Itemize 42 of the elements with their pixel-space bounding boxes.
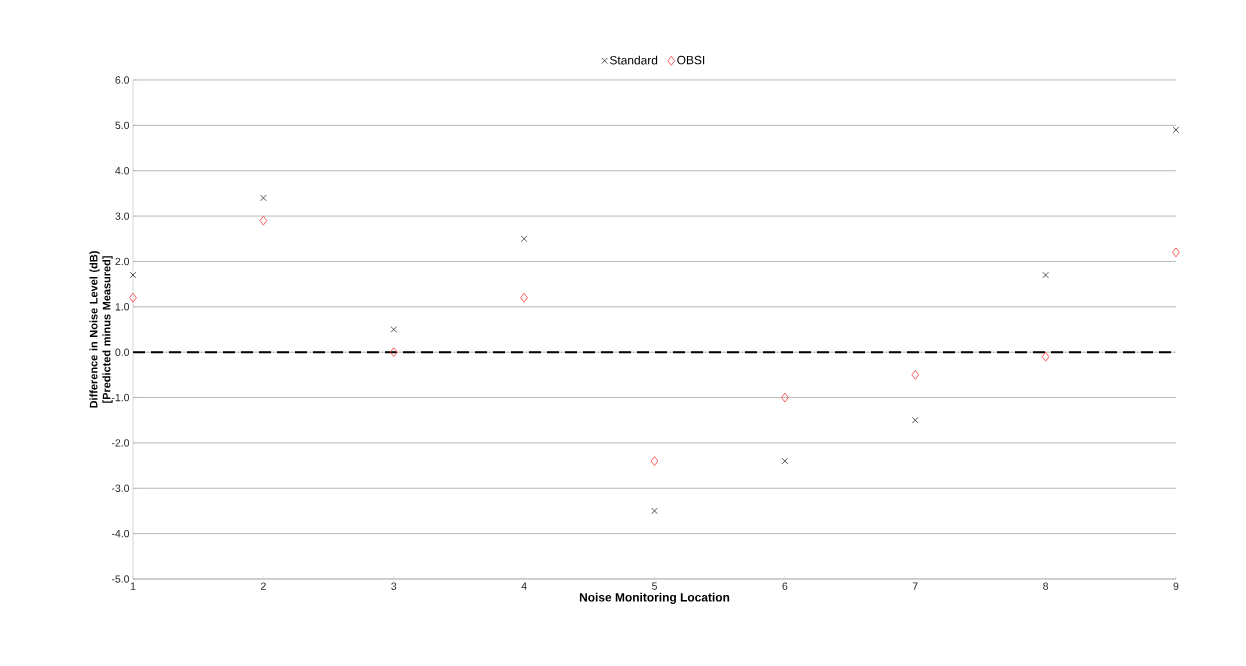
point [781,392,789,403]
x-tick-label: 4 [521,582,527,590]
point [259,215,268,226]
x-axis-title: Noise Monitoring Location [579,592,730,604]
x-tick-label: 9 [1173,582,1179,590]
y-tick-label: 2.0 [115,257,130,266]
y-tick-label: -1.0 [111,393,130,402]
x-tick-label: 3 [391,582,397,590]
point [129,292,137,303]
point [1042,271,1049,279]
point [390,326,398,333]
y-tick-label: 0.0 [115,348,130,356]
y-tick-label: 6.0 [115,76,130,84]
point [389,347,398,358]
y-tick-label: 3.0 [115,212,130,220]
point [781,457,789,465]
x-tick-label: 8 [1043,582,1049,590]
legend-label: Standard [609,55,658,65]
point [650,456,659,466]
y-tick-label: 5.0 [115,121,130,130]
y-tick-label: -5.0 [111,575,130,583]
y-axis-title: Difference in Noise Level (dB) [Predicted minus Measured] [89,251,113,408]
y-tick-label: -3.0 [111,484,130,492]
y-tick-label: 4.0 [115,167,130,175]
point [260,194,267,202]
point [911,416,919,424]
x-tick-label: 5 [652,582,657,590]
x-tick-label: 7 [912,582,918,590]
point [1172,126,1180,134]
legend-label: OBSI [677,55,705,65]
x-tick-label: 6 [782,582,788,590]
point [1041,351,1050,362]
point [1172,247,1180,258]
y-tick-label: 1.0 [115,303,130,311]
point [520,292,528,303]
x-tick-label: 2 [261,582,266,590]
y-tick-label: -2.0 [111,439,130,447]
point [651,507,658,515]
point [520,235,528,243]
point [911,369,920,380]
y-tick-label: -4.0 [111,529,130,538]
x-tick-label: 1 [130,582,136,590]
